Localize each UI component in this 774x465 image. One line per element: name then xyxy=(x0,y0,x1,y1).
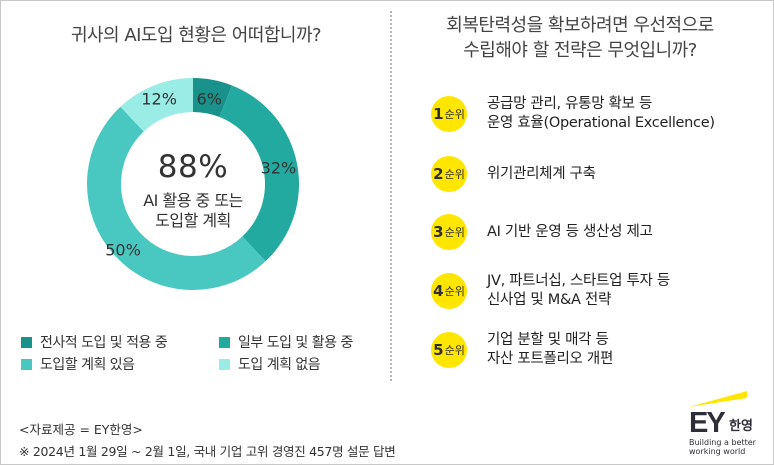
donut-chart: 6% 32% 50% 12% xyxy=(87,78,299,290)
slice-value-label: 32% xyxy=(261,159,297,178)
donut-slice-1 xyxy=(193,78,233,118)
rank-text-line: 운영 효율(Operational Excellence) xyxy=(487,115,715,131)
logo-korean: 한영 xyxy=(729,419,753,434)
center-caption: AI 활용 중 또는 도입할 계획 xyxy=(113,191,273,231)
center-caption-line-1: AI 활용 중 또는 xyxy=(143,191,243,210)
legend-swatch xyxy=(219,358,230,370)
ey-logo: EY 한영 Building a better working world xyxy=(685,387,769,459)
legend-label: 도입할 계획 있음 xyxy=(40,357,135,373)
dotted-divider xyxy=(390,11,392,381)
legend-label: 일부 도입 및 활용 중 xyxy=(238,335,353,351)
rank-badge: 3 순위 xyxy=(431,214,467,250)
rank-text-line: 위기관리체계 구축 xyxy=(487,165,596,182)
rank-number: 4 xyxy=(433,282,444,300)
rank-item-3: 3 순위 AI 기반 운영 등 생산성 제고 xyxy=(431,214,761,250)
rank-suffix: 순위 xyxy=(444,344,465,357)
rank-number: 5 xyxy=(433,341,444,359)
donut-slice-3 xyxy=(87,106,266,290)
ranking-title-line-2: 수립해야 할 전략은 무엇입니까? xyxy=(463,40,697,61)
rank-text: 공급망 관리, 유통망 확보 등 운영 효율(Operational Excel… xyxy=(487,95,715,133)
center-value: 88% xyxy=(157,149,229,185)
legend-label: 도입 계획 없음 xyxy=(238,357,321,373)
legend-item-no-plan: 도입 계획 없음 xyxy=(219,354,321,374)
legend-item-partial-adoption: 일부 도입 및 활용 중 xyxy=(219,332,353,352)
logo-tagline: Building a better working world xyxy=(689,438,756,456)
slice-value-label: 6% xyxy=(197,90,222,109)
legend-label: 전사적 도입 및 적용 중 xyxy=(40,335,168,351)
logo-tagline-line: working world xyxy=(689,447,746,456)
rank-number: 1 xyxy=(433,105,444,123)
survey-note: ※ 2024년 1월 29일 ~ 2월 1일, 국내 기업 고위 경영진 457… xyxy=(19,444,396,459)
legend-item-planned: 도입할 계획 있음 xyxy=(21,354,135,374)
legend-swatch xyxy=(219,336,230,348)
ranking-title: 회복탄력성을 확보하려면 우선적으로 수립해야 할 전략은 무엇입니까? xyxy=(405,13,755,63)
donut-slice-2 xyxy=(219,85,299,262)
rank-item-5: 5 순위 기업 분할 및 매각 등 자산 포트폴리오 개편 xyxy=(431,331,761,369)
chart-title: 귀사의 AI도입 현황은 어떠합니까? xyxy=(70,25,322,46)
source-credit: <자료제공 = EY한영> xyxy=(19,422,143,437)
legend-swatch xyxy=(21,358,32,370)
rank-badge: 4 순위 xyxy=(431,273,467,309)
rank-text-line: JV, 파트너십, 스타트업 투자 등 xyxy=(487,273,670,289)
slice-value-label: 50% xyxy=(105,241,141,260)
rank-suffix: 순위 xyxy=(444,285,465,298)
legend-swatch xyxy=(21,336,32,348)
rank-badge: 5 순위 xyxy=(431,332,467,368)
ranking-title-line-1: 회복탄력성을 확보하려면 우선적으로 xyxy=(446,15,714,36)
rank-item-1: 1 순위 공급망 관리, 유통망 확보 등 운영 효율(Operational E… xyxy=(431,95,761,133)
rank-text: 위기관리체계 구축 xyxy=(487,165,596,184)
rank-text-line: 신사업 및 M&A 전략 xyxy=(487,292,612,308)
rank-text-line: 기업 분할 및 매각 등 xyxy=(487,332,609,348)
legend-item-full-adoption: 전사적 도입 및 적용 중 xyxy=(21,332,168,352)
donut-slice-4 xyxy=(120,78,193,132)
slice-value-label: 12% xyxy=(141,89,177,108)
logo-beam-icon xyxy=(689,391,747,407)
rank-number: 2 xyxy=(433,165,444,183)
logo-tagline-line: Building a better xyxy=(689,438,756,447)
rank-text-line: 공급망 관리, 유통망 확보 등 xyxy=(487,96,652,112)
rank-item-4: 4 순위 JV, 파트너십, 스타트업 투자 등 신사업 및 M&A 전략 xyxy=(431,272,761,310)
rank-text: 기업 분할 및 매각 등 자산 포트폴리오 개편 xyxy=(487,331,613,369)
rank-text: JV, 파트너십, 스타트업 투자 등 신사업 및 M&A 전략 xyxy=(487,272,670,310)
rank-suffix: 순위 xyxy=(444,226,465,239)
logo-mark: EY xyxy=(689,407,726,439)
rank-suffix: 순위 xyxy=(444,108,465,121)
rank-number: 3 xyxy=(433,223,444,241)
rank-badge: 2 순위 xyxy=(431,156,467,192)
rank-text-line: AI 기반 운영 등 생산성 제고 xyxy=(487,223,653,240)
rank-badge: 1 순위 xyxy=(431,96,467,132)
rank-item-2: 2 순위 위기관리체계 구축 xyxy=(431,156,761,192)
rank-suffix: 순위 xyxy=(444,168,465,181)
rank-text: AI 기반 운영 등 생산성 제고 xyxy=(487,223,653,242)
rank-text-line: 자산 포트폴리오 개편 xyxy=(487,351,613,367)
center-caption-line-2: 도입할 계획 xyxy=(155,211,231,230)
